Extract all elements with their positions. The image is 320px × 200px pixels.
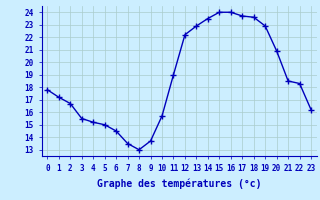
X-axis label: Graphe des températures (°c): Graphe des températures (°c)	[97, 178, 261, 189]
